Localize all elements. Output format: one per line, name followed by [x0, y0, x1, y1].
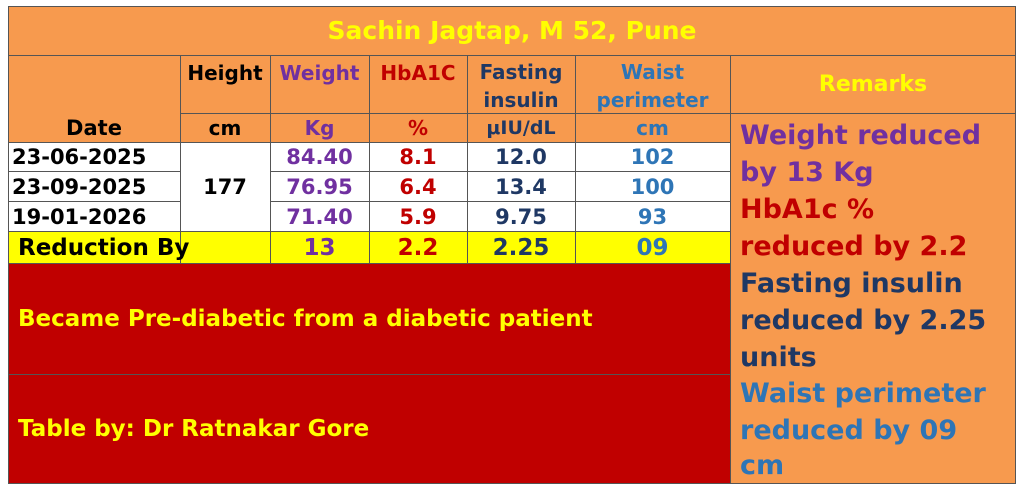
reduction-weight: 13 — [303, 234, 336, 261]
header-height: Height — [187, 61, 263, 85]
row1-fasting: 12.0 — [495, 145, 547, 169]
row3-waist: 93 — [637, 204, 668, 229]
header-divider — [180, 113, 730, 114]
remark-weight-line1: Weight reduced — [740, 120, 982, 151]
notes-divider — [8, 374, 730, 375]
remarks-divider — [730, 113, 1016, 114]
col-waist-line — [575, 55, 576, 263]
row2-divider-b — [270, 201, 730, 202]
page-title: Sachin Jagtap, M 52, Pune — [327, 16, 697, 45]
reduction-label: Reduction By — [18, 234, 190, 261]
remark-waist-line1: Waist perimeter — [740, 378, 986, 409]
header-height-unit: cm — [208, 116, 242, 140]
row1-divider-b — [270, 171, 730, 172]
reduction-waist: 09 — [636, 234, 669, 261]
height-value: 177 — [203, 175, 247, 199]
header-hba1c-unit: % — [407, 116, 429, 140]
row2-hba1c: 6.4 — [399, 174, 437, 199]
remark-hba1c-line2: reduced by 2.2 — [740, 231, 968, 262]
row1-weight: 84.40 — [286, 145, 353, 169]
header-date: Date — [66, 116, 122, 140]
remark-waist-line3: cm — [740, 450, 785, 481]
credit-note: Table by: Dr Ratnakar Gore — [18, 416, 370, 442]
row2-fasting: 13.4 — [495, 174, 547, 199]
header-fasting-line1: Fasting — [479, 60, 563, 84]
border-right — [1015, 6, 1016, 484]
col-height-line — [180, 55, 181, 263]
row1-hba1c: 8.1 — [399, 145, 437, 169]
row3-fasting: 9.75 — [495, 204, 547, 229]
row3-weight: 71.40 — [286, 204, 353, 229]
header-remarks: Remarks — [818, 72, 928, 97]
notes-background — [8, 263, 730, 484]
header-fasting-line2: insulin — [483, 87, 559, 112]
remark-fasting-line2: reduced by 2.25 — [740, 305, 987, 336]
reduction-fasting: 2.25 — [492, 234, 550, 261]
col-fasting-line — [467, 55, 468, 263]
remark-fasting-line3: units — [740, 342, 817, 373]
row2-waist: 100 — [630, 174, 675, 199]
header-weight: Weight — [279, 61, 360, 85]
row1-waist: 102 — [630, 145, 675, 169]
header-waist-unit: cm — [636, 116, 669, 140]
row2-date: 23-09-2025 — [12, 174, 147, 199]
border-bottom — [8, 483, 1016, 484]
header-hba1c: HbA1C — [380, 61, 456, 85]
row3-date: 19-01-2026 — [12, 204, 147, 229]
col-remarks-line — [730, 55, 731, 484]
border-top — [8, 6, 1016, 7]
header-weight-unit: Kg — [304, 116, 335, 140]
remark-weight-line2: by 13 Kg — [740, 157, 874, 188]
remark-waist-line2: reduced by 09 — [740, 415, 958, 446]
header-waist-line1: Waist — [620, 60, 685, 84]
reduction-divider — [8, 263, 730, 264]
row2-weight: 76.95 — [286, 174, 353, 199]
border-left — [8, 6, 9, 484]
header-waist-line2: perimeter — [596, 87, 709, 112]
col-hba1c-line — [369, 55, 370, 263]
row1-divider-a — [8, 171, 180, 172]
col-weight-line — [270, 55, 271, 263]
status-note: Became Pre-diabetic from a diabetic pati… — [18, 306, 593, 332]
header-fasting-unit: μIU/dL — [486, 117, 556, 139]
reduction-hba1c: 2.2 — [397, 234, 439, 261]
row2-divider-a — [8, 201, 180, 202]
remark-fasting-line1: Fasting insulin — [740, 268, 963, 299]
remark-hba1c-line1: HbA1c % — [740, 194, 875, 225]
row3-hba1c: 5.9 — [399, 204, 437, 229]
row1-date: 23-06-2025 — [12, 145, 147, 169]
title-divider — [8, 55, 1016, 56]
